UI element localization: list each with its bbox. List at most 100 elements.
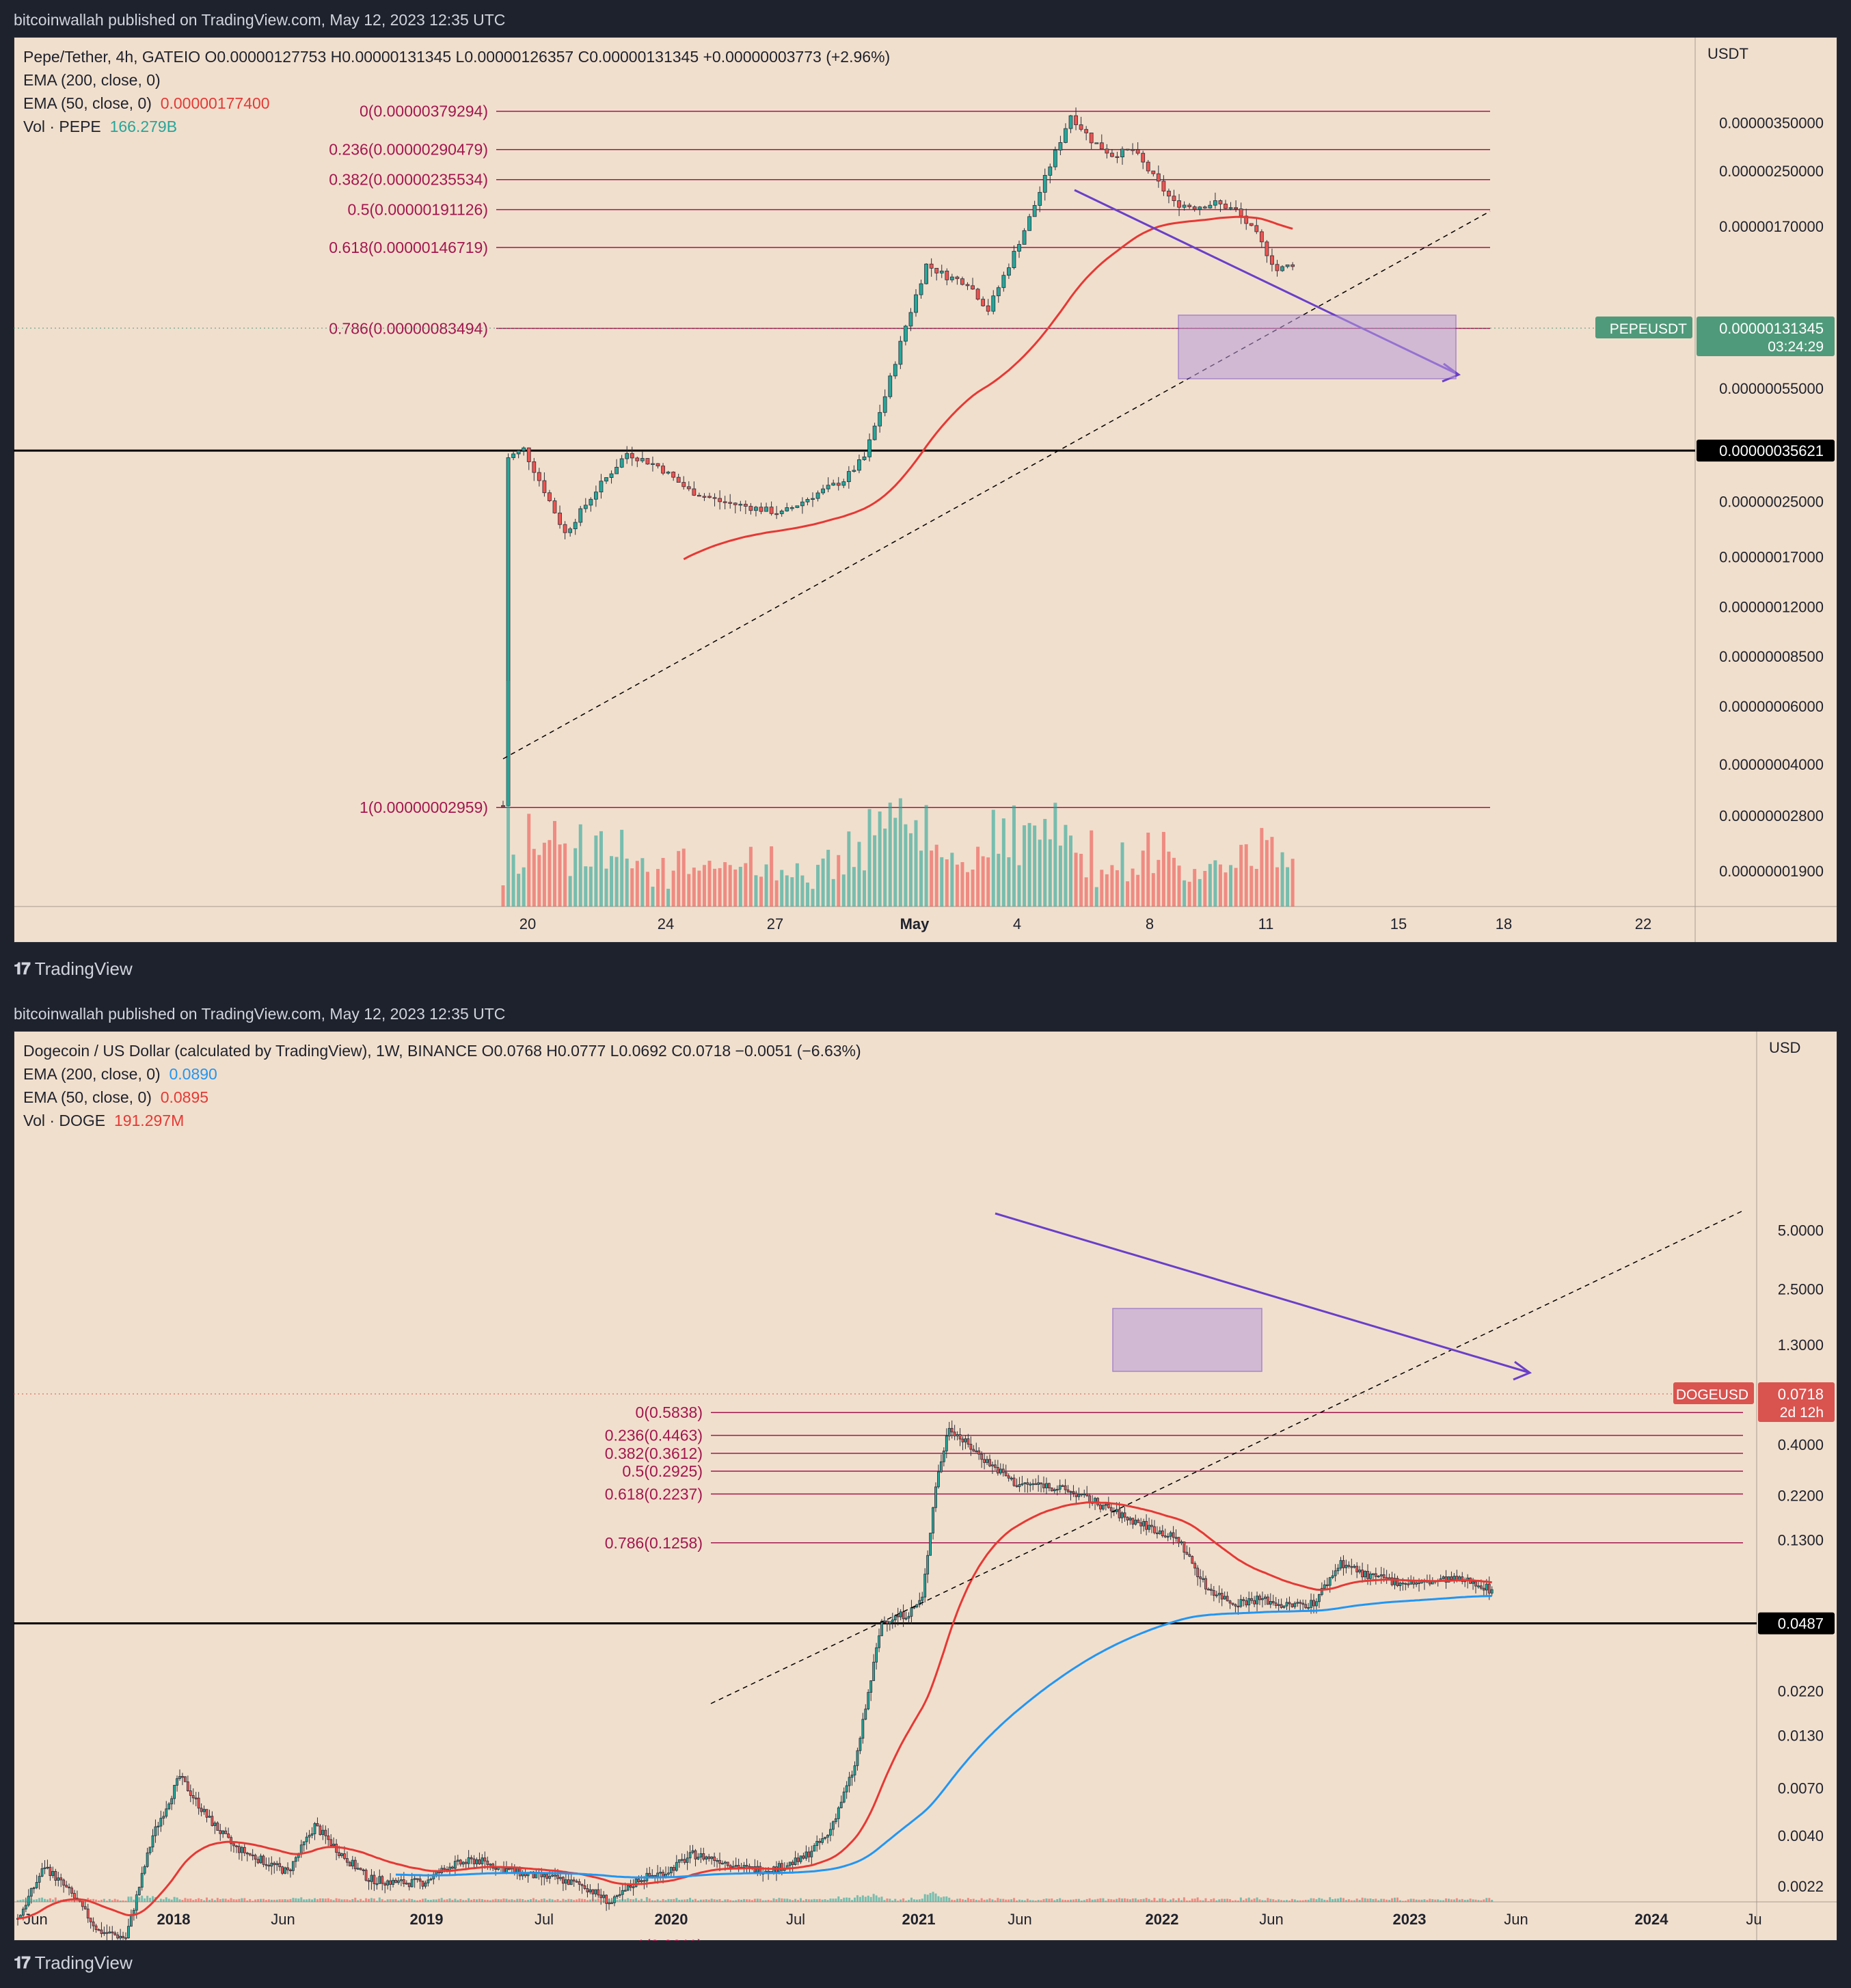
volume-bar — [243, 1898, 246, 1902]
volume-bar — [46, 1899, 49, 1902]
candle-body — [1245, 1600, 1248, 1606]
candle-body — [724, 1862, 727, 1864]
volume-bar — [816, 865, 820, 906]
candle-body — [1271, 1601, 1275, 1604]
volume-bar — [772, 1898, 775, 1902]
volume-bar — [1156, 1900, 1159, 1902]
volume-bar — [893, 818, 897, 906]
volume-bar — [1269, 1898, 1272, 1902]
candle-body — [1361, 1570, 1364, 1578]
volume-bar — [1126, 1898, 1129, 1902]
volume-bar — [697, 1900, 699, 1902]
volume-bar — [1426, 1900, 1429, 1902]
candle-body — [914, 294, 918, 313]
candle-body — [70, 1888, 73, 1894]
volume-bar — [1042, 1898, 1045, 1902]
candle-body — [1277, 1604, 1280, 1606]
candle-body — [1259, 231, 1264, 243]
volume-bar — [869, 1896, 872, 1902]
candle-body — [1192, 206, 1197, 210]
tradingview-logo-2[interactable]: 𝟏𝟕 TradingView — [14, 1952, 133, 1974]
volume-bar — [1215, 1900, 1218, 1902]
volume-bar — [1116, 1898, 1118, 1902]
candle-body — [329, 1839, 333, 1846]
volume-bar — [122, 1900, 124, 1902]
candle-body — [143, 1866, 146, 1874]
volume-bar — [713, 868, 717, 906]
volume-bar — [1377, 1900, 1380, 1902]
candle-body — [1123, 1512, 1126, 1518]
candle-body — [157, 1825, 160, 1828]
time-tick-label: Jun — [271, 1911, 295, 1928]
volume-bar — [1084, 877, 1088, 906]
candle-body — [1249, 223, 1254, 226]
doge-chart-canvas[interactable]: USD5.00002.50001.30000.70000.40000.22000… — [14, 1031, 1837, 1941]
volume-bar — [1067, 1900, 1070, 1902]
tradingview-mark-icon: 𝟏𝟕 — [14, 959, 31, 978]
price-tick-label: 0.00000004000 — [1719, 756, 1824, 773]
volume-bar — [632, 1899, 635, 1902]
candle-body — [578, 1881, 581, 1885]
candle-body — [148, 1846, 152, 1853]
candle-body — [1004, 1472, 1008, 1477]
candle-body — [977, 1450, 981, 1455]
volume-bar — [370, 1898, 373, 1902]
last-price-value: 0.00000131345 — [1719, 320, 1824, 337]
candle-body — [464, 1862, 468, 1864]
candle-body — [861, 1719, 865, 1739]
volume-bar — [392, 1899, 394, 1902]
candle-body — [1247, 1598, 1251, 1606]
candle-body — [1218, 200, 1223, 204]
volume-bar — [940, 1897, 943, 1902]
volume-bar — [951, 1899, 954, 1902]
volume-bar — [718, 1899, 721, 1902]
volume-bar — [559, 1900, 562, 1902]
volume-bar — [824, 1899, 826, 1902]
candle-body — [846, 471, 851, 483]
fib-level-label: 0.236(0.4463) — [605, 1427, 703, 1445]
ema50-line — [17, 1501, 1492, 1920]
candle-body — [230, 1837, 232, 1844]
volume-bar — [1033, 825, 1037, 906]
volume-bar — [1183, 1897, 1185, 1902]
volume-bar — [1372, 1898, 1375, 1902]
volume-bar — [340, 1899, 343, 1902]
tradingview-logo-1[interactable]: 𝟏𝟕 TradingView — [14, 958, 133, 980]
candle-body — [1040, 1482, 1042, 1485]
volume-bar — [1023, 825, 1027, 906]
candle-body — [543, 1874, 546, 1877]
doge-chart-panel[interactable]: USD5.00002.50001.30000.70000.40000.22000… — [14, 1031, 1837, 1941]
volume-bar — [1334, 1898, 1337, 1902]
volume-bar — [76, 1898, 79, 1902]
volume-bar — [386, 1899, 389, 1902]
volume-bar — [841, 874, 846, 906]
volume-bar — [1193, 1898, 1196, 1902]
volume-bar — [770, 1900, 772, 1902]
volume-bar — [1315, 1899, 1318, 1902]
volume-bar — [1256, 1897, 1258, 1902]
candle-body — [183, 1776, 187, 1782]
panel-border — [14, 37, 1837, 943]
volume-bar — [1301, 1900, 1304, 1902]
pepe-chart-panel[interactable]: USDT 0.00000350000 0.00000250000 0.00000170… — [14, 37, 1837, 943]
volume-bar — [785, 875, 789, 906]
volume-bar — [262, 1898, 265, 1902]
candle-body — [89, 1918, 92, 1922]
candle-body — [904, 325, 908, 342]
volume-bar — [902, 1898, 905, 1902]
volume-bar — [821, 858, 825, 906]
volume-bar — [1016, 1900, 1018, 1902]
candle-body — [1213, 200, 1217, 206]
candle-body — [1075, 1492, 1078, 1497]
candle-body — [232, 1843, 235, 1846]
candle-body — [548, 1876, 552, 1879]
volume-bar — [278, 1899, 281, 1902]
candle-body — [1031, 1483, 1035, 1486]
pepe-chart-canvas[interactable]: USDT 0.00000350000 0.00000250000 0.00000170… — [14, 37, 1837, 943]
candle-body — [1163, 1535, 1167, 1537]
candle-body — [402, 1879, 405, 1884]
support-price-label: 0.00000035621 — [1719, 442, 1824, 459]
volume-bar — [1244, 844, 1248, 906]
panel-border — [14, 1031, 1837, 1941]
volume-bar — [481, 1899, 483, 1902]
